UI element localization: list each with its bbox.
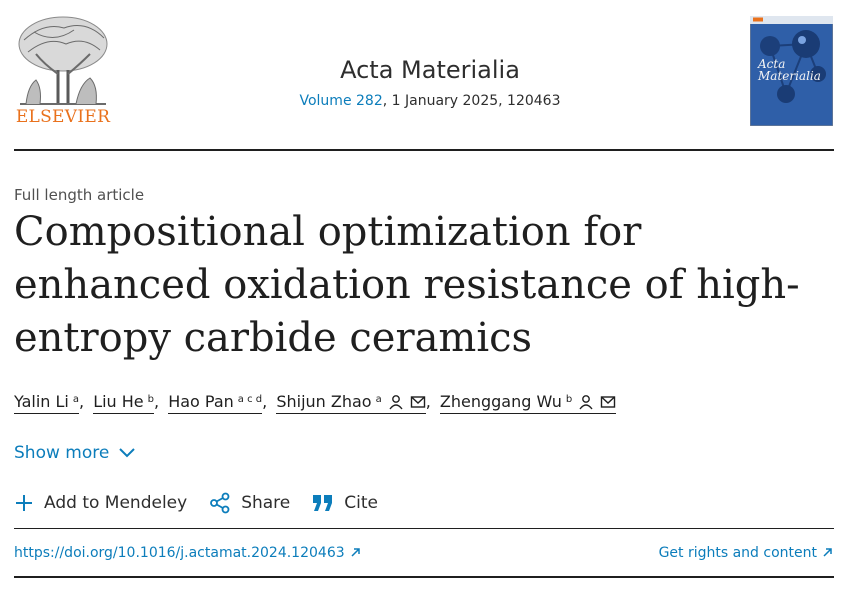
quote-icon — [313, 495, 333, 511]
article-header: ELSEVIER Acta Materialia Volume 282, 1 J… — [0, 0, 852, 150]
header-divider — [14, 149, 834, 151]
author-link[interactable]: Yalin Li a — [14, 392, 79, 414]
add-to-mendeley-button[interactable]: Add to Mendeley — [14, 493, 187, 513]
share-button[interactable]: Share — [209, 492, 290, 514]
actions-divider — [14, 528, 834, 529]
author-affiliation: b — [565, 394, 573, 405]
author-affiliation: b — [147, 394, 155, 405]
external-link-icon — [351, 548, 360, 557]
author-separator: , — [79, 392, 85, 411]
author-separator: , — [262, 392, 268, 411]
author-link[interactable]: Liu He b — [93, 392, 155, 414]
cite-label: Cite — [344, 493, 378, 513]
author-affiliation: a — [72, 394, 79, 405]
author-name: Liu He — [93, 392, 144, 411]
external-link-icon — [823, 548, 832, 557]
share-label: Share — [241, 493, 291, 513]
show-more-button[interactable]: Show more — [14, 443, 136, 463]
publisher-wordmark[interactable]: ELSEVIER — [15, 107, 111, 127]
cover-title-line-1: Acta — [757, 57, 785, 71]
envelope-icon — [601, 395, 616, 408]
volume-link[interactable]: Volume 282 — [299, 93, 383, 109]
author-affiliation: a — [375, 394, 382, 405]
elsevier-tree-icon — [18, 16, 108, 105]
elsevier-logo[interactable] — [14, 14, 112, 126]
journal-info: Acta Materialia Volume 282, 1 January 20… — [200, 55, 660, 109]
article-type: Full length article — [14, 186, 145, 204]
person-icon — [389, 394, 403, 409]
share-icon — [210, 492, 230, 514]
get-rights-text: Get rights and content — [658, 545, 817, 561]
doi-link[interactable]: https://doi.org/10.1016/j.actamat.2024.1… — [14, 545, 361, 561]
author-separator: , — [154, 392, 160, 411]
footer-divider — [14, 576, 834, 578]
issue-date-article-number: , 1 January 2025, 120463 — [382, 93, 561, 109]
journal-cover-thumbnail[interactable]: Acta Materialia — [749, 15, 834, 127]
show-more-label: Show more — [14, 443, 110, 463]
author-name: Yalin Li — [14, 392, 69, 411]
article-actions: Add to Mendeley Share Cite — [14, 492, 400, 514]
author-link[interactable]: Shijun Zhao a — [276, 392, 426, 414]
author-link[interactable]: Hao Pan a c d — [168, 392, 263, 414]
journal-title[interactable]: Acta Materialia — [340, 56, 520, 84]
author-affiliation: a c d — [237, 394, 263, 405]
cover-title-line-2: Materialia — [757, 69, 821, 83]
cite-button[interactable]: Cite — [312, 493, 378, 513]
author-link[interactable]: Zhenggang Wu b — [439, 392, 617, 414]
person-icon — [579, 394, 593, 409]
journal-citation: Volume 282, 1 January 2025, 120463 — [200, 93, 660, 109]
author-separator: , — [425, 392, 431, 411]
chevron-down-icon — [119, 448, 136, 458]
article-title: Compositional optimization for enhanced … — [14, 209, 800, 361]
add-to-mendeley-label: Add to Mendeley — [44, 493, 188, 513]
author-list: Yalin Li a , Liu He b , Hao Pan a c d , Shi… — [14, 392, 617, 414]
envelope-icon — [410, 395, 425, 408]
plus-icon — [16, 495, 32, 511]
get-rights-link[interactable]: Get rights and content — [659, 545, 833, 561]
author-name: Shijun Zhao — [276, 392, 372, 411]
author-name: Hao Pan — [168, 392, 234, 411]
doi-text: https://doi.org/10.1016/j.actamat.2024.1… — [14, 545, 345, 561]
author-name: Zhenggang Wu — [439, 392, 562, 411]
